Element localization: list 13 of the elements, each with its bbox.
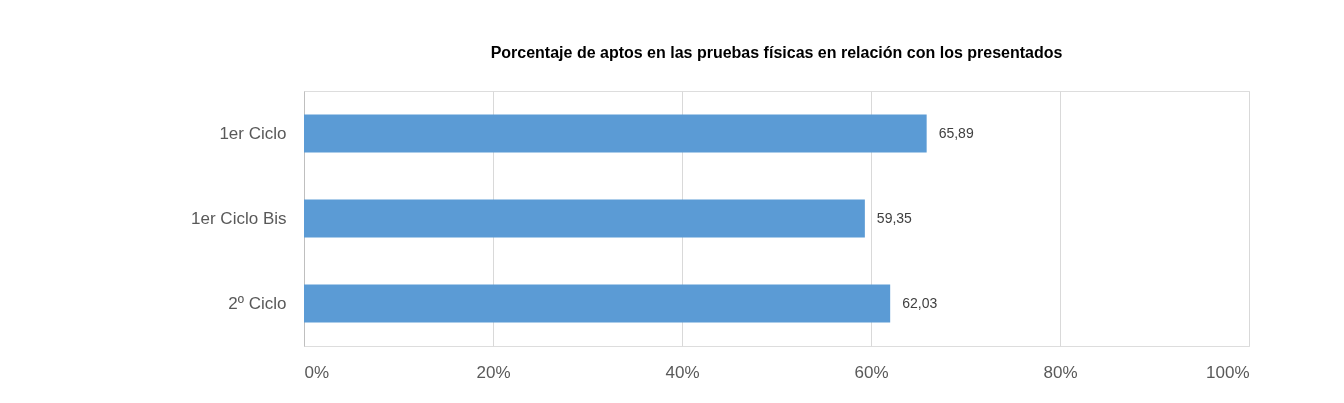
x-tick-label: 100% <box>1206 362 1250 382</box>
x-tick-label: 40% <box>665 362 700 382</box>
y-tick-label: 1er Ciclo <box>219 123 287 143</box>
x-tick-label: 20% <box>476 362 511 382</box>
chart-title: Porcentaje de aptos en las pruebas físicas en relación con los presentados <box>490 44 1063 61</box>
data-label: 62,03 <box>902 294 938 311</box>
data-label: 65,89 <box>938 124 974 141</box>
x-tick-label: 60% <box>854 362 889 382</box>
y-tick-label: 2º Ciclo <box>228 293 287 313</box>
x-tick-label: 80% <box>1043 362 1078 382</box>
data-label: 59,35 <box>876 209 913 226</box>
y-tick-label: 1er Ciclo Bis <box>191 208 287 228</box>
x-tick-label: 0% <box>304 362 330 382</box>
